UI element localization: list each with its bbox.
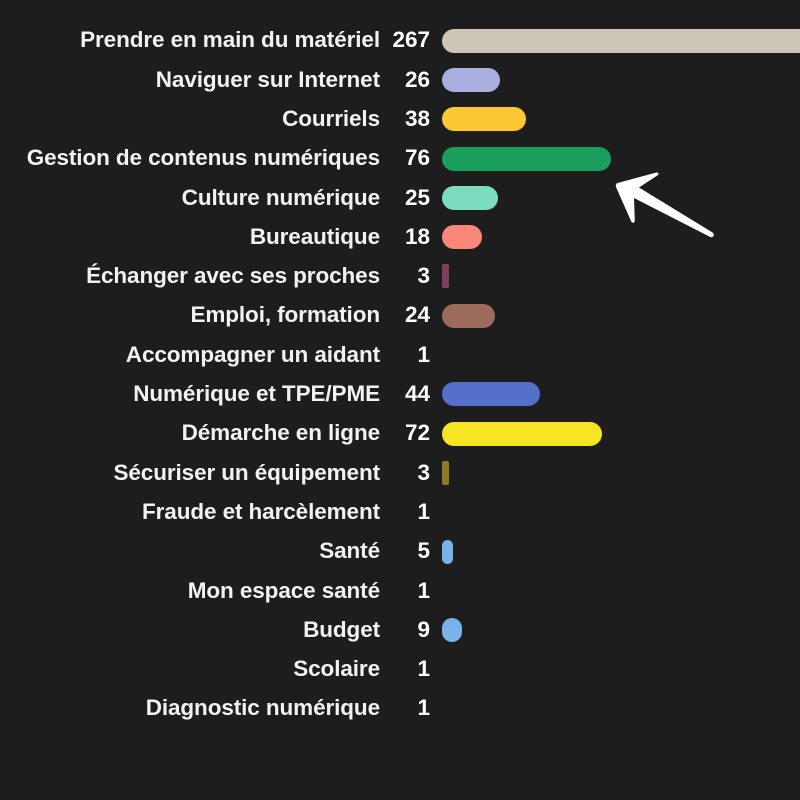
bar-value-label: 1 [417, 577, 430, 603]
bar-category-label: Courriels [282, 105, 380, 131]
bar-row[interactable]: Emploi, formation 24 [0, 296, 800, 335]
bar-row[interactable]: Naviguer sur Internet 26 [0, 60, 800, 99]
bar-row[interactable]: Démarche en ligne 72 [0, 414, 800, 453]
bar-fill[interactable] [442, 421, 602, 446]
bar-category-label: Budget [303, 616, 380, 642]
bar-category-label: Sécuriser un équipement [113, 459, 380, 485]
bar-category-label: Culture numérique [181, 184, 380, 210]
bar-row[interactable]: Courriels 38 [0, 100, 800, 139]
bar-category-label: Prendre en main du matériel [80, 27, 380, 53]
bar-fill[interactable] [442, 460, 449, 485]
bar-category-label: Naviguer sur Internet [155, 66, 380, 92]
bar-row[interactable]: Échanger avec ses proches 3 [0, 257, 800, 296]
bar-row[interactable]: Numérique et TPE/PME 44 [0, 375, 800, 414]
bar-category-label: Échanger avec ses proches [86, 263, 380, 289]
bar-fill[interactable] [442, 578, 445, 603]
bar-row[interactable]: Santé 5 [0, 532, 800, 571]
bar-value-label: 1 [417, 341, 430, 367]
bar-track [442, 343, 800, 368]
bar-track [442, 225, 800, 250]
bar-row[interactable]: Diagnostic numérique 1 [0, 689, 800, 728]
bar-value-label: 18 [404, 223, 430, 249]
bar-track [442, 67, 800, 92]
bar-track [442, 107, 800, 132]
bar-track [442, 382, 800, 407]
bar-row[interactable]: Gestion de contenus numériques 76 [0, 139, 800, 178]
bar-value-label: 9 [417, 616, 430, 642]
bar-fill[interactable] [442, 225, 482, 250]
bar-value-label: 26 [404, 66, 430, 92]
bar-fill[interactable] [442, 67, 500, 92]
bar-fill[interactable] [442, 185, 498, 210]
bar-fill[interactable] [442, 539, 454, 564]
bar-fill[interactable] [442, 107, 527, 132]
bar-track [442, 421, 800, 446]
bar-value-label: 1 [417, 498, 430, 524]
bar-value-label: 267 [392, 27, 430, 53]
bar-track [442, 28, 800, 53]
bar-fill[interactable] [442, 264, 449, 289]
bar-track [442, 539, 800, 564]
bar-track [442, 146, 800, 171]
bar-value-label: 38 [404, 105, 430, 131]
bar-fill[interactable] [442, 28, 800, 53]
bar-track [442, 303, 800, 328]
bar-fill[interactable] [442, 303, 496, 328]
bar-category-label: Diagnostic numérique [145, 695, 380, 721]
bar-row[interactable]: Scolaire 1 [0, 650, 800, 689]
bar-category-label: Bureautique [249, 223, 380, 249]
bar-value-label: 24 [404, 302, 430, 328]
bar-category-label: Santé [319, 538, 380, 564]
bar-value-label: 5 [417, 538, 430, 564]
bar-row[interactable]: Bureautique 18 [0, 217, 800, 256]
bar-rows-container: Prendre en main du matériel 267 Naviguer s… [0, 21, 800, 728]
bar-track [442, 657, 800, 682]
bar-fill[interactable] [442, 500, 445, 525]
bar-category-label: Démarche en ligne [181, 420, 380, 446]
bar-row[interactable]: Sécuriser un équipement 3 [0, 453, 800, 492]
bar-fill[interactable] [442, 696, 445, 721]
bar-category-label: Fraude et harcèlement [142, 498, 380, 524]
bar-fill[interactable] [442, 657, 445, 682]
bar-value-label: 76 [404, 145, 430, 171]
bar-track [442, 578, 800, 603]
bar-value-label: 25 [404, 184, 430, 210]
bar-category-label: Accompagner un aidant [125, 341, 380, 367]
bar-value-label: 1 [417, 695, 430, 721]
bar-track [442, 696, 800, 721]
bar-track [442, 185, 800, 210]
bar-track [442, 264, 800, 289]
bar-track [442, 460, 800, 485]
bar-category-label: Scolaire [293, 656, 380, 682]
bar-row[interactable]: Accompagner un aidant 1 [0, 335, 800, 374]
bar-category-label: Mon espace santé [187, 577, 380, 603]
bar-value-label: 3 [417, 263, 430, 289]
bar-row[interactable]: Prendre en main du matériel 267 [0, 21, 800, 60]
bar-row[interactable]: Mon espace santé 1 [0, 571, 800, 610]
bar-value-label: 72 [404, 420, 430, 446]
bar-fill[interactable] [442, 618, 462, 643]
bar-value-label: 44 [404, 381, 430, 407]
bar-track [442, 618, 800, 643]
bar-track [442, 500, 800, 525]
bar-fill[interactable] [442, 382, 540, 407]
bar-fill[interactable] [442, 146, 611, 171]
bar-value-label: 3 [417, 459, 430, 485]
bar-fill[interactable] [442, 343, 445, 368]
bar-row[interactable]: Budget 9 [0, 610, 800, 649]
bar-row[interactable]: Culture numérique 25 [0, 178, 800, 217]
bar-row[interactable]: Fraude et harcèlement 1 [0, 493, 800, 532]
bar-category-label: Numérique et TPE/PME [133, 381, 380, 407]
bar-value-label: 1 [417, 656, 430, 682]
bar-category-label: Gestion de contenus numériques [26, 145, 380, 171]
bar-category-label: Emploi, formation [190, 302, 380, 328]
